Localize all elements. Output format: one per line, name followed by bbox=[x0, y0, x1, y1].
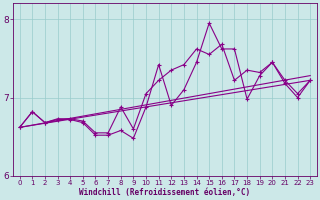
X-axis label: Windchill (Refroidissement éolien,°C): Windchill (Refroidissement éolien,°C) bbox=[79, 188, 251, 197]
